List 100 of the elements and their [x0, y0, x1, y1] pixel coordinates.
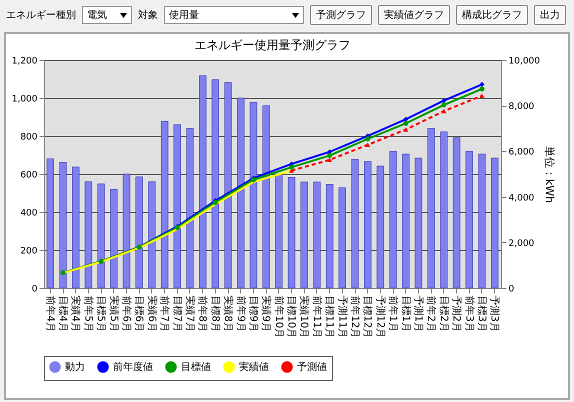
legend-label: 前年度値 — [113, 361, 153, 373]
bar — [313, 182, 321, 288]
x-tick-label: 実績6月 — [146, 296, 158, 332]
button: 実績値グラフ — [378, 5, 450, 25]
x-tick-label: 目標5月 — [95, 296, 108, 332]
y-tick-label: 400 — [20, 208, 38, 218]
bar — [160, 120, 168, 288]
y-tick-label: 800 — [20, 132, 38, 142]
button: 予測グラフ — [310, 5, 372, 25]
legend-label: 実績値 — [239, 361, 269, 373]
x-tick-label: 前年3月 — [463, 296, 476, 332]
bar — [351, 158, 359, 288]
bar — [364, 161, 372, 288]
y-tick-label: 0 — [32, 284, 38, 294]
bar — [466, 150, 473, 288]
bar — [402, 154, 410, 288]
bar — [452, 137, 460, 288]
y-tick-label: 600 — [20, 170, 38, 180]
legend-label: 目標値 — [181, 361, 211, 373]
x-tick-label: 実績7月 — [184, 296, 196, 332]
x-tick-label: 実績9月 — [260, 296, 272, 332]
bar — [490, 158, 498, 288]
x-tick-label: 前年1月 — [387, 296, 400, 332]
bar — [288, 176, 296, 288]
x-tick-label: 前年8月 — [196, 296, 209, 332]
bar — [199, 75, 206, 288]
bar — [300, 182, 308, 288]
x-tick-label: 前年5月 — [82, 296, 94, 332]
bar — [224, 82, 232, 288]
x-tick-label: 目標12月 — [362, 296, 374, 338]
bar — [174, 124, 181, 288]
x-tick-label: 目標3月 — [476, 296, 488, 332]
bar — [478, 154, 486, 288]
bar — [72, 166, 80, 288]
x-tick-label: 目標6月 — [133, 296, 146, 332]
y2-tick-label: 6,000 — [508, 148, 535, 158]
bar — [389, 150, 397, 288]
button: 構成比グラフ — [456, 5, 528, 25]
x-tick-label: 実績8月 — [222, 296, 234, 332]
bar — [186, 128, 194, 288]
legend-label: 動力 — [65, 361, 85, 373]
bar — [250, 102, 258, 288]
y-tick-label: 1,000 — [12, 94, 38, 104]
x-tick-label: 目標1月 — [400, 296, 412, 332]
bar — [110, 188, 118, 288]
x-tick-label: 目標4月 — [57, 296, 70, 332]
bar — [212, 79, 220, 288]
bar — [326, 184, 334, 288]
bar — [148, 181, 156, 288]
y-tick-label: 200 — [20, 246, 38, 256]
bar — [84, 181, 92, 288]
x-tick-label: 目標7月 — [171, 296, 184, 332]
bar — [46, 158, 54, 288]
x-tick-label: 目標8月 — [209, 296, 222, 332]
dropdown: 使用量 — [164, 6, 304, 24]
bar — [262, 105, 270, 288]
y2-axis-title: 単位：kWh — [542, 146, 556, 204]
x-tick-label: 前年11月 — [310, 296, 323, 338]
chart-title: エネルギー使用量予測グラフ — [194, 38, 350, 52]
button: 出力 — [534, 5, 566, 25]
x-tick-label: 前年6月 — [120, 296, 133, 332]
x-tick-label: 実績4月 — [70, 296, 82, 332]
y2-tick-label: 8,000 — [508, 102, 535, 112]
bar — [338, 187, 346, 288]
x-tick-label: 前年12月 — [349, 296, 362, 338]
x-tick-label: 予測1月 — [412, 296, 424, 332]
bar — [59, 162, 67, 288]
y-tick-label: 1,200 — [12, 56, 38, 66]
y2-tick-label: 2,000 — [508, 238, 535, 249]
y2-tick-label: 10,000 — [508, 56, 540, 66]
x-tick-label: 予測11月 — [336, 296, 348, 338]
y2-tick-label: 4,000 — [508, 193, 535, 204]
x-tick-label: 目標9月 — [247, 296, 260, 332]
x-tick-label: 実績5月 — [108, 296, 120, 332]
x-tick-label: 前年10月 — [272, 296, 285, 338]
bar — [237, 98, 244, 288]
x-tick-label: 目標11月 — [324, 296, 336, 338]
x-tick-label: 前年9月 — [234, 296, 247, 332]
bar — [440, 132, 448, 288]
bar — [122, 174, 130, 288]
x-tick-label: 前年4月 — [44, 296, 56, 332]
text: 対象 — [138, 8, 158, 22]
y2-tick-label: 0 — [508, 284, 514, 294]
x-tick-label: 前年2月 — [425, 296, 438, 332]
legend-label: 予測値 — [297, 361, 327, 373]
text: エネルギー種別 — [6, 9, 76, 22]
bar — [376, 166, 384, 288]
x-tick-label: 予測2月 — [450, 296, 463, 332]
x-tick-label: 目標10月 — [286, 296, 298, 338]
bar — [275, 174, 283, 288]
x-tick-label: 予測3月 — [488, 296, 501, 332]
bar — [428, 128, 435, 288]
x-tick-label: 実績10月 — [298, 296, 310, 338]
x-tick-label: 予測12月 — [374, 296, 386, 338]
bar — [136, 176, 143, 288]
bar — [97, 184, 105, 288]
dropdown: 電気 — [82, 6, 132, 24]
x-tick-label: 前年7月 — [158, 296, 171, 332]
bar — [414, 158, 422, 288]
x-tick-label: 目標2月 — [438, 296, 450, 332]
